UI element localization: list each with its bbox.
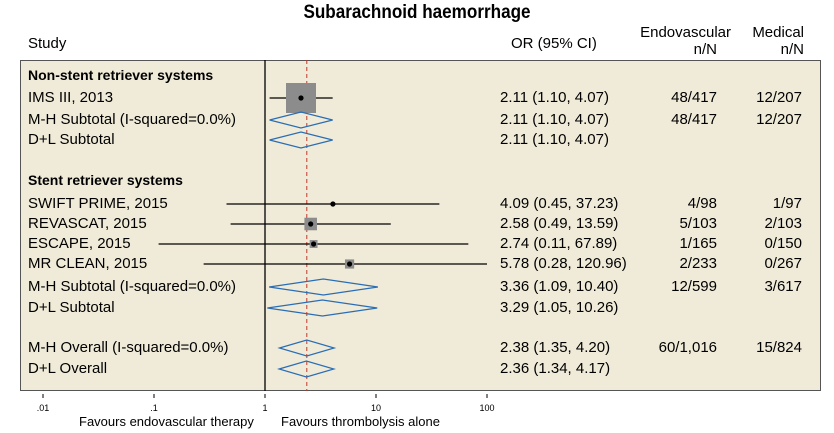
medical-count: 1/97 [772,195,802,212]
endovascular-count: 4/98 [687,195,717,212]
group-label: Non-stent retriever systems [28,67,214,83]
pooled-diamond [269,111,333,129]
study-label: IMS III, 2013 [28,89,114,106]
medical-count: 0/267 [764,255,802,272]
endovascular-count: 1/165 [679,235,717,252]
or-ci-value: 4.09 (0.45, 37.23) [500,195,619,212]
header-or: OR (95% CI) [511,35,597,52]
plot-panel [20,60,821,391]
endovascular-count: 12/599 [671,278,717,295]
endovascular-count: 48/417 [671,111,717,128]
pooled-diamond [267,299,378,317]
point-estimate [298,95,304,101]
chart-title: Subarachnoid haemorrhage [303,2,531,23]
study-label: SWIFT PRIME, 2015 [28,195,168,212]
x-tick-label: 10 [371,403,381,413]
endovascular-count: 5/103 [679,215,717,232]
header-med-line2: n/N [780,41,804,58]
favours-right: Favours thrombolysis alone [281,414,440,429]
favours-left: Favours endovascular therapy [79,414,254,429]
endovascular-count: 48/417 [671,89,717,106]
medical-count: 2/103 [764,215,802,232]
point-estimate [346,261,353,267]
subtotal-label: D+L Overall [28,360,108,377]
subtotal-label: D+L Subtotal [28,299,115,316]
medical-count: 15/824 [756,339,802,356]
or-ci-value: 2.11 (1.10, 4.07) [500,89,609,106]
medical-count: 12/207 [756,111,802,128]
pooled-diamond [277,339,337,357]
pooled-diamond [269,131,333,149]
or-ci-value: 2.74 (0.11, 67.89) [500,235,618,252]
pooled-diamond [269,278,378,296]
x-tick-label: .01 [37,403,50,413]
header-study: Study [28,35,67,52]
subtotal-label: M-H Subtotal (I-squared=0.0%) [28,111,237,128]
point-estimate [330,201,336,207]
or-ci-value: 2.11 (1.10, 4.07) [500,111,609,128]
medical-count: 3/617 [764,278,802,295]
subtotal-label: D+L Subtotal [28,131,115,148]
x-tick-label: .1 [150,403,158,413]
or-ci-value: 3.36 (1.09, 10.40) [500,278,619,295]
header-med: Medical n/N [730,24,804,58]
subtotal-label: M-H Subtotal (I-squared=0.0%) [28,278,237,295]
group-label: Stent retriever systems [28,172,183,188]
header-endo-line2: n/N [693,41,717,58]
endovascular-count: 60/1,016 [658,339,717,356]
study-label: REVASCAT, 2015 [28,215,147,232]
header-endo: Endovascular n/N [627,24,731,58]
point-estimate [310,241,317,247]
or-ci-value: 2.38 (1.35, 4.20) [500,339,611,356]
header-endo-line1: Endovascular [640,24,731,41]
medical-count: 0/150 [764,235,802,252]
medical-count: 12/207 [756,89,802,106]
or-ci-value: 3.29 (1.05, 10.26) [500,299,619,316]
x-tick-label: 100 [479,403,494,413]
or-ci-value: 2.58 (0.49, 13.59) [500,215,619,232]
or-ci-value: 2.36 (1.34, 4.17) [500,360,611,377]
study-label: MR CLEAN, 2015 [28,255,148,272]
or-ci-value: 5.78 (0.28, 120.96) [500,255,627,272]
endovascular-count: 2/233 [679,255,717,272]
header-med-line1: Medical [752,24,804,41]
point-estimate [308,221,314,227]
study-label: ESCAPE, 2015 [28,235,131,252]
pooled-diamond [276,360,336,378]
subtotal-label: M-H Overall (I-squared=0.0%) [28,339,229,356]
x-tick-label: 1 [262,403,267,413]
or-ci-value: 2.11 (1.10, 4.07) [500,131,609,148]
